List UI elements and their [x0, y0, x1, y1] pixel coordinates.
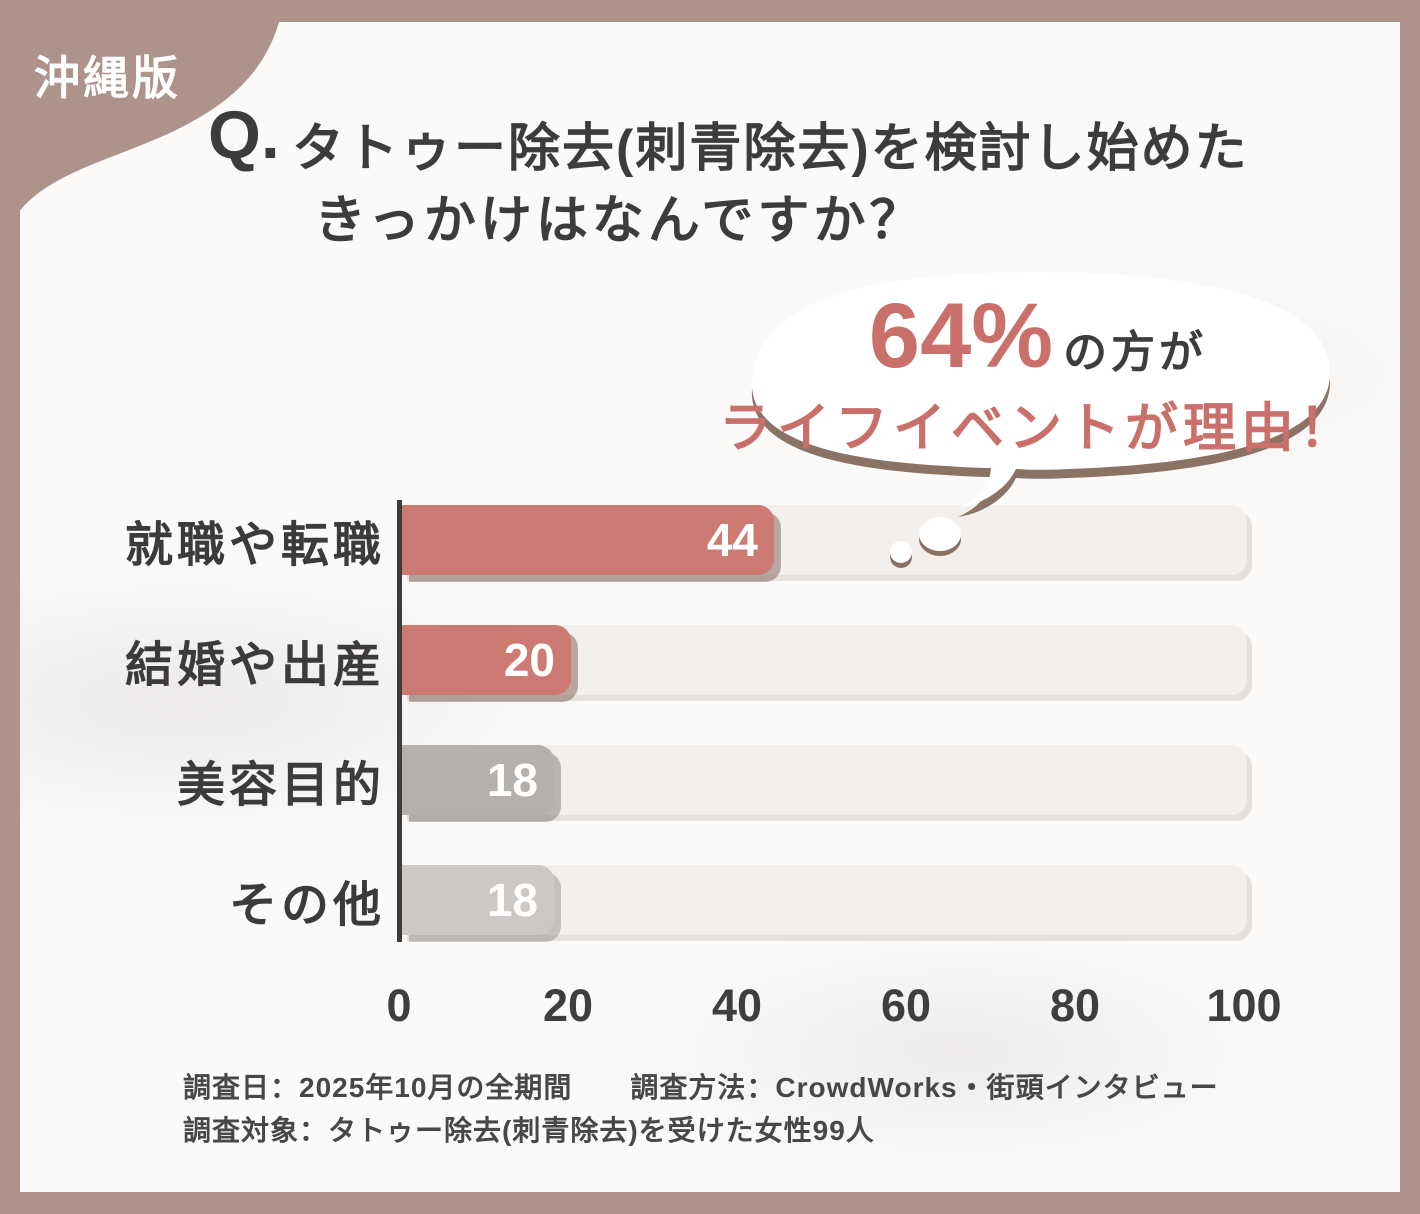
- bar-value-label: 18: [486, 754, 538, 806]
- content-card: [20, 22, 1400, 1192]
- bar-value-label: 44: [706, 514, 758, 566]
- category-label-employment: 就職や転職: [124, 519, 385, 572]
- survey-note-line1: 調査日：2025年10月の全期間 調査方法：CrowdWorks・街頭インタビュ…: [183, 1072, 1219, 1103]
- page-title-line1: タトゥー除去(刺青除去)を検討し始めた: [292, 120, 1249, 178]
- bar-value-label: 20: [503, 634, 555, 686]
- callout-suffix: の方が: [1063, 328, 1208, 377]
- callout-percent: 64%: [868, 285, 1054, 387]
- category-label-beauty: 美容目的: [176, 759, 385, 812]
- survey-note-line2: 調査対象：タトゥー除去(刺青除去)を受けた女性99人: [183, 1115, 875, 1146]
- bar-marriage: 20: [402, 625, 571, 695]
- survey-notes: 調査日：2025年10月の全期間 調査方法：CrowdWorks・街頭インタビュ…: [183, 1066, 1219, 1152]
- x-axis-tick: 20: [542, 980, 594, 1031]
- callout-line1: 64% の方が: [688, 284, 1388, 389]
- category-label-other: その他: [228, 879, 385, 932]
- category-label-marriage: 結婚や出産: [124, 639, 385, 692]
- callout-speech-bubble: 64% の方が ライフイベントが理由！: [688, 262, 1388, 517]
- speech-bubble-shape: [751, 272, 1331, 508]
- bar-value-label: 18: [486, 874, 538, 926]
- y-axis-line: [397, 500, 402, 942]
- bar-employment: 44: [402, 505, 774, 575]
- x-axis-tick: 0: [386, 980, 412, 1031]
- x-axis-tick: 40: [711, 980, 763, 1031]
- corner-blob-decoration: [0, 0, 284, 232]
- bar-beauty: 18: [402, 745, 554, 815]
- x-axis-tick: 80: [1049, 980, 1101, 1031]
- callout-line2: ライフイベントが理由！: [719, 399, 1357, 458]
- question-prefix: Q.: [208, 97, 280, 173]
- edition-badge: 沖縄版: [34, 52, 181, 104]
- x-axis-tick: 100: [1206, 980, 1282, 1031]
- bar-other: 18: [402, 865, 554, 935]
- x-axis-tick: 60: [880, 980, 932, 1031]
- thought-dots-decoration: [878, 512, 974, 578]
- page-title-line2: きっかけはなんですか？: [314, 192, 926, 250]
